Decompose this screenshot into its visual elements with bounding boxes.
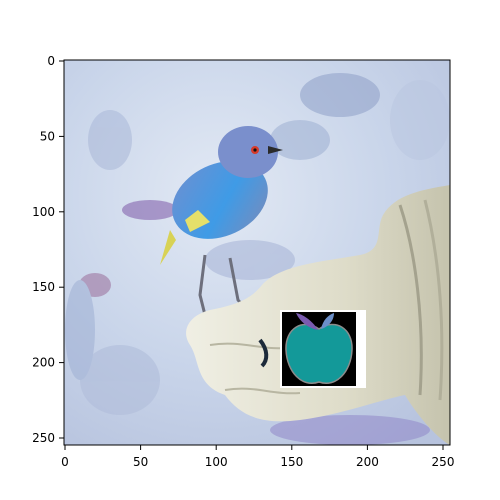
y-axis: 0 50 100 150 200 250 xyxy=(32,54,64,445)
y-tick-label: 50 xyxy=(40,129,55,143)
background-foliage xyxy=(65,73,450,445)
y-tick-label: 100 xyxy=(32,205,55,219)
x-axis: 0 50 100 150 200 250 xyxy=(61,445,454,469)
image-panel xyxy=(64,60,450,445)
apple-icon xyxy=(285,313,353,384)
y-tick-label: 200 xyxy=(32,356,55,370)
y-tick-label: 250 xyxy=(32,431,55,445)
axes-frame xyxy=(63,59,451,446)
bird xyxy=(160,126,283,321)
y-tick-label: 150 xyxy=(32,280,55,294)
apple-overlay xyxy=(280,310,366,388)
x-tick-label: 250 xyxy=(432,455,455,469)
x-tick-label: 0 xyxy=(61,455,69,469)
y-tick-label: 0 xyxy=(47,54,55,68)
x-tick-label: 50 xyxy=(133,455,148,469)
x-tick-label: 200 xyxy=(356,455,379,469)
x-tick-label: 100 xyxy=(205,455,228,469)
x-tick-label: 150 xyxy=(280,455,303,469)
